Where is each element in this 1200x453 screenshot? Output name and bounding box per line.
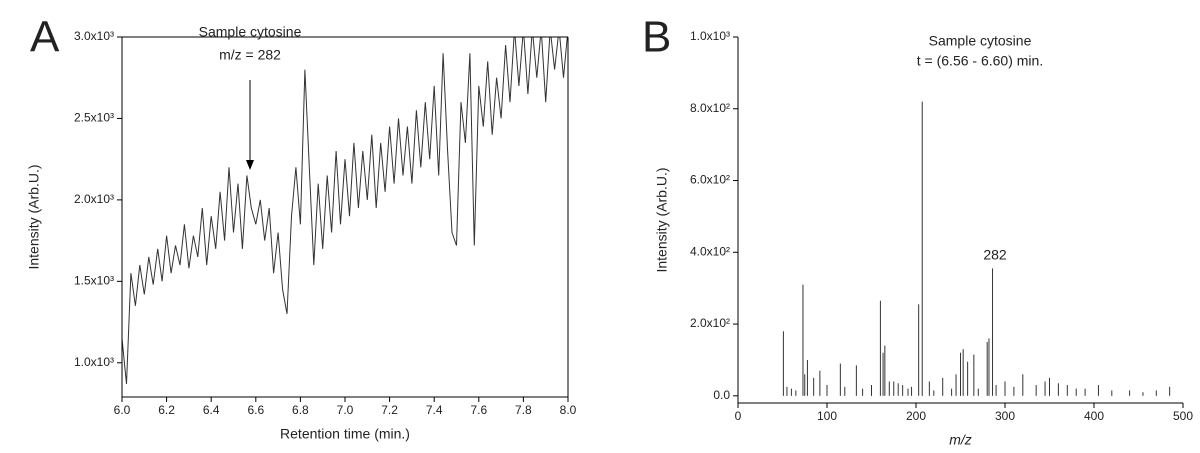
annotation: 282 [983,247,1007,263]
x-tick-label: 400 [1084,409,1104,423]
x-tick-label: 200 [906,409,926,423]
panel-label: B [642,13,671,62]
annotation: Sample cytosine [929,33,1032,49]
y-tick-label: 2.0x10³ [74,192,114,206]
y-axis-label: Intensity (Arb.U.) [654,167,670,272]
arrow-head [246,160,254,170]
plot [782,101,1171,396]
x-tick-label: 7.4 [426,403,443,417]
y-tick-label: 6.0x10² [690,173,730,187]
x-tick-label: 6.6 [247,403,264,417]
x-tick-label: 500 [1173,409,1193,423]
line [122,37,568,385]
y-tick-label: 2.0x10² [690,316,730,330]
y-tick-label: 1.0x10³ [690,29,730,43]
y-tick-label: 2.5x10³ [74,111,114,125]
x-tick-label: 6.8 [292,403,309,417]
x-tick-label: 7.8 [515,403,532,417]
y-tick-label: 3.0x10³ [74,29,114,43]
y-tick-label: 8.0x10² [690,101,730,115]
y-tick-label: 0.0 [713,388,730,402]
x-tick-label: 7.2 [381,403,398,417]
x-tick-label: 0 [735,409,742,423]
x-tick-label: 300 [995,409,1015,423]
x-tick-label: 8.0 [560,403,577,417]
x-tick-label: 100 [817,409,837,423]
annotation: m/z = 282 [219,47,281,63]
x-tick-label: 6.0 [114,403,131,417]
x-tick-label: 6.2 [158,403,175,417]
x-tick-label: 6.4 [203,403,220,417]
x-axis-label: m/z [949,432,972,448]
y-tick-label: 4.0x10² [690,244,730,258]
annotation: Sample cytosine [199,24,302,40]
y-axis-label: Intensity (Arb.U.) [26,164,42,269]
x-axis-label: Retention time (min.) [280,426,410,442]
y-tick-label: 1.5x10³ [74,274,114,288]
y-tick-label: 1.0x10³ [74,355,114,369]
x-tick-label: 7.6 [470,403,487,417]
annotation: t = (6.56 - 6.60) min. [917,53,1043,69]
x-tick-label: 7.0 [337,403,354,417]
plot [122,37,568,385]
panel-label: A [30,13,60,62]
